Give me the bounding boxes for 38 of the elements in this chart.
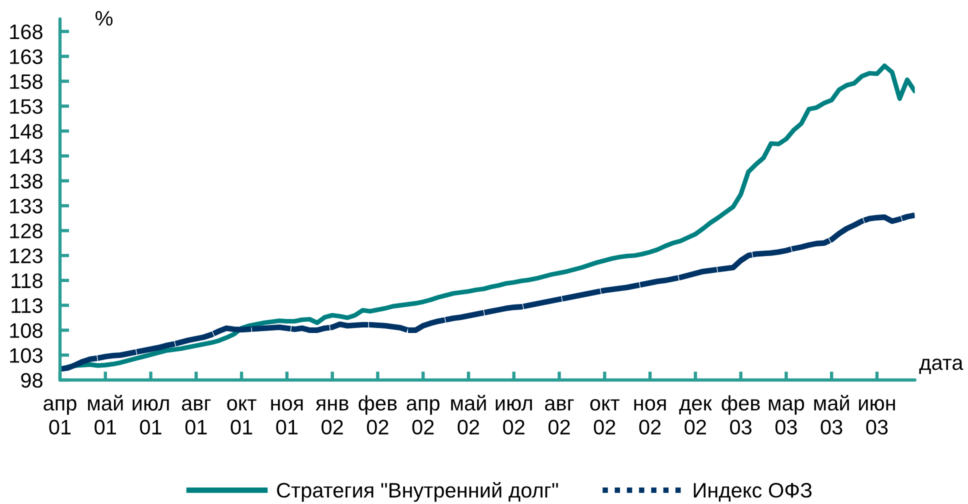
y-tick-label: 98 <box>21 373 42 388</box>
y-tick-label: 163 <box>10 49 42 64</box>
legend-label: Стратегия "Внутренний долг" <box>277 482 558 502</box>
y-tick-label: 158 <box>10 74 42 89</box>
x-tick-label: мар 03 <box>768 399 804 435</box>
y-tick-label: 133 <box>10 198 42 214</box>
x-tick-label: июл 01 <box>132 399 169 435</box>
y-tick-label: 168 <box>10 24 42 40</box>
legend-label: Индекс ОФЗ <box>694 482 812 502</box>
y-tick-label: 128 <box>10 224 42 238</box>
x-tick-label: фев 03 <box>722 395 760 435</box>
x-tick-label: ноя 01 <box>271 399 303 435</box>
x-tick-label: май 01 <box>88 394 123 435</box>
y-tick-label: 148 <box>10 124 42 139</box>
y-tick-label: 103 <box>10 348 42 363</box>
y-tick-label: 113 <box>12 298 42 314</box>
y-tick-label: 143 <box>10 148 42 164</box>
x-tick-label: авг 01 <box>182 399 211 435</box>
x-tick-label: апр 02 <box>406 399 440 435</box>
x-tick-label: апр 01 <box>44 399 76 435</box>
y-tick-label: 118 <box>12 273 42 288</box>
x-tick-label: окт 01 <box>227 399 256 435</box>
x-tick-label: май 03 <box>814 394 849 435</box>
x-axis-title: дата <box>919 358 964 374</box>
x-tick-label: фев 02 <box>358 395 397 435</box>
y-axis-title: % <box>96 11 113 26</box>
y-tick-label: 108 <box>10 323 42 338</box>
x-tick-label: май 02 <box>451 394 486 435</box>
y-tick-label: 138 <box>10 174 42 189</box>
x-tick-label: янв 02 <box>316 399 348 435</box>
x-tick-label: ноя 02 <box>634 399 666 435</box>
x-tick-label: авг 02 <box>545 399 574 435</box>
y-tick-label: 123 <box>10 248 42 264</box>
x-tick-label: июл 02 <box>496 399 532 435</box>
y-tick-label: 153 <box>10 99 42 114</box>
x-tick-label: июн 03 <box>859 399 895 435</box>
x-tick-label: дек 02 <box>679 399 712 435</box>
x-tick-label: окт 02 <box>590 399 620 435</box>
